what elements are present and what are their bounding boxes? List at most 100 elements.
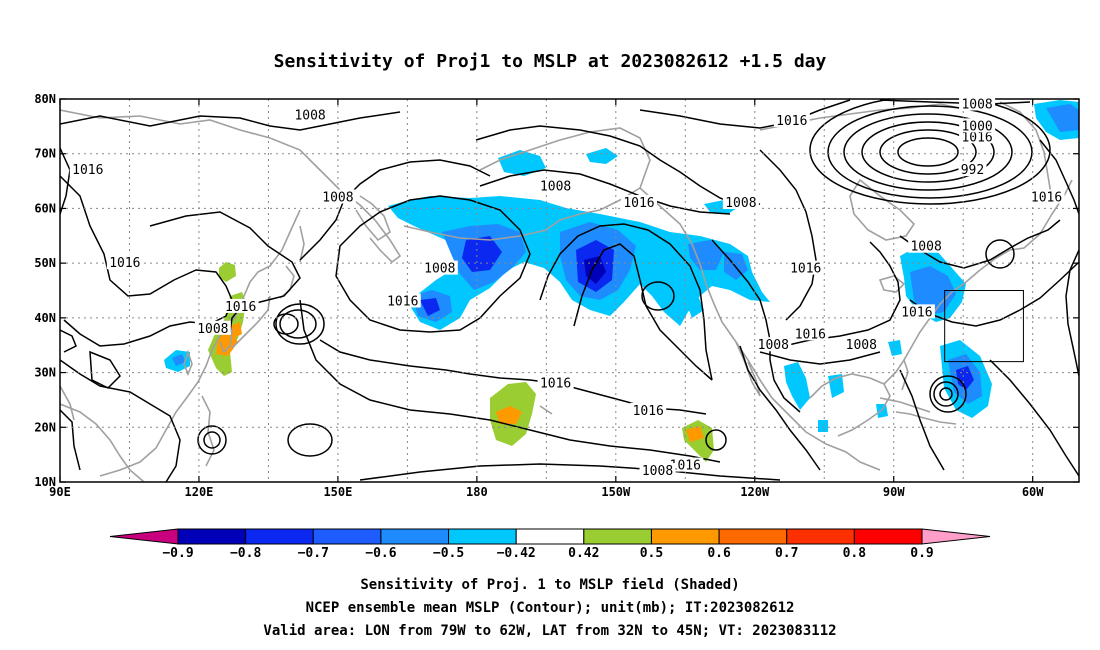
contour-1008-south (359, 463, 781, 481)
contour-atl-3 (1065, 249, 1079, 377)
colorbar: −0.9 −0.8 −0.7 −0.6 −0.5 −0.42 0.42 0.5 0.6 0.7 0.… (109, 528, 991, 561)
contour-low-phil-2 (197, 425, 227, 455)
contour-label-bg (639, 463, 676, 478)
contour-label-bg (194, 320, 231, 335)
contour-label: 1016 (72, 163, 103, 178)
colorbar-swatch (853, 528, 923, 545)
contour-label-bg (958, 162, 987, 177)
contour-greenland-low-4 (843, 113, 1013, 191)
shade-lightblue-ca (686, 296, 704, 318)
contour-low-ep (705, 429, 727, 451)
lat-tick-label: 50N (34, 256, 56, 270)
colorbar-swatch (177, 528, 247, 545)
coastline-mexico (771, 397, 881, 471)
shade-lightblue-fl (888, 340, 902, 356)
contour-label: 1008 (910, 240, 941, 255)
contour-wp-high-outer (299, 159, 491, 261)
contour-label: 992 (961, 163, 984, 178)
contour-low-japan (273, 313, 299, 335)
contour-seasia-4 (60, 329, 77, 353)
colorbar-label: 0.6 (707, 546, 731, 561)
coastline-florida (883, 358, 909, 391)
lat-tick-label: 30N (34, 366, 56, 380)
contour-us-4 (759, 351, 881, 365)
contour-label: 1016 (776, 114, 807, 129)
contour-np-2 (479, 169, 731, 215)
coastline-us-west (699, 263, 773, 399)
contour-label-bg (755, 337, 792, 352)
contour-wp-high (335, 195, 531, 333)
contour-label-bg (787, 260, 824, 275)
shade-orange-korea-2 (230, 322, 242, 338)
colorbar-label: 0.9 (910, 546, 933, 561)
contour-low-japan-3 (275, 303, 325, 345)
contour-label-bg (222, 298, 259, 313)
contour-label: 1016 (109, 256, 140, 271)
shade-blue-np-4 (688, 240, 724, 270)
contour-label-bg (630, 402, 667, 417)
contour-atl-low-1 (939, 387, 953, 401)
coastline-hawaii (539, 405, 553, 415)
lat-tick-label: 70N (34, 147, 56, 161)
contour-np-trough-2 (573, 243, 713, 381)
contour-label: 1016 (623, 196, 654, 211)
colorbar-label: −0.42 (497, 546, 536, 561)
lon-tick-label: 150E (323, 485, 352, 499)
colorbar-high-extension (921, 528, 991, 545)
coastline-japan (231, 295, 271, 349)
contour-label: 1000 (961, 119, 992, 134)
contour-atl-ridge (899, 219, 1061, 269)
colorbar-label: −0.5 (433, 546, 464, 561)
map-frame (59, 98, 1080, 483)
longitude-labels: 90E 120E 150E 180 150W 120W 90W 60W (49, 99, 1044, 499)
colorbar-swatch (448, 528, 517, 545)
contour-label-bg (537, 375, 574, 390)
lat-tick-label: 40N (34, 311, 56, 325)
contour-label: 1008 (961, 97, 992, 112)
contour-greenland-low-1 (897, 137, 959, 167)
contour-seasia-3 (89, 350, 121, 389)
contour-greenland-low-6 (809, 99, 1051, 205)
contour-label: 1016 (1031, 190, 1062, 205)
contour-label-bg (908, 238, 945, 253)
contour-us-1 (711, 239, 801, 413)
footer-line-1: Sensitivity of Proj. 1 to MSLP field (Sh… (360, 577, 739, 593)
colorbar-label: −0.6 (365, 546, 396, 561)
colorbar-swatch (312, 528, 382, 545)
lat-tick-label: 20N (34, 420, 56, 434)
contour-label-bg (959, 96, 996, 111)
contour-np-low-ep (641, 281, 675, 311)
valid-area-box (944, 290, 1024, 363)
contour-label-bg (792, 326, 829, 341)
contour-label: 1008 (725, 196, 756, 211)
contour-label: 1016 (387, 294, 418, 309)
coastline-sakhalin (299, 225, 305, 263)
contour-label: 1016 (795, 327, 826, 342)
contour-label: 1016 (225, 300, 256, 315)
contour-label-bg (69, 162, 106, 177)
contour-label: 1016 (670, 459, 701, 474)
colorbar-label: −0.9 (162, 546, 193, 561)
colorbar-low-extension (109, 528, 179, 545)
contour-label: 1008 (758, 338, 789, 353)
contour-low-japan-2 (279, 309, 317, 339)
shade-orange-cp (496, 406, 522, 424)
contour-atl-4 (899, 369, 945, 471)
colorbar-label: 0.7 (775, 546, 798, 561)
colorbar-label: 0.8 (843, 546, 867, 561)
footer-line-3: Valid area: LON from 79W to 62W, LAT fro… (263, 623, 836, 639)
contour-label-bg (1028, 189, 1065, 204)
shade-orange-korea (216, 330, 238, 356)
lon-tick-label: 120W (740, 485, 770, 499)
colorbar-label: 0.5 (640, 546, 663, 561)
contour-arctic-1008 (879, 99, 1031, 105)
contour-seasia-2 (60, 409, 81, 471)
shade-dark-atl-2 (956, 366, 974, 390)
contour-atl-low-2 (933, 381, 959, 407)
contour-label: 1016 (901, 305, 932, 320)
shade-lightblue-alaska (586, 148, 618, 164)
contour-atl-2 (909, 261, 1079, 327)
contour-label-bg (319, 189, 356, 204)
coastline-india (60, 385, 75, 421)
